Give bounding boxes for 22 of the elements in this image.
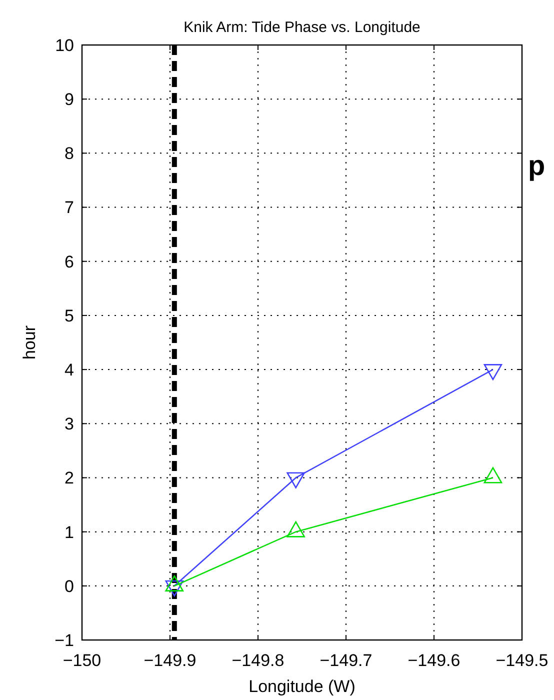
y-tick-label: 9 [64,90,74,110]
text: p [528,150,546,181]
y-tick-label: 1 [64,522,74,542]
y-tick-label: 3 [64,414,74,434]
y-tick-label: 2 [64,468,74,488]
x-tick-label: −149.7 [320,651,372,670]
y-tick-label: 8 [64,144,74,164]
x-tick-label: −149.5 [496,651,548,670]
y-tick-label: 5 [64,306,74,326]
y-tick-label: 7 [64,198,74,218]
y-tick-label: 10 [55,36,74,55]
x-tick-label: −149.6 [408,651,460,670]
y-tick-label: 4 [64,360,74,380]
x-tick-label: −149.9 [144,651,196,670]
y-axis-title: hour [20,325,39,360]
x-tick-label: −149.8 [232,651,284,670]
chart-title: Knik Arm: Tide Phase vs. Longitude [184,19,420,36]
y-tick-label: 0 [64,576,74,596]
x-axis-title: Longitude (W) [248,677,356,696]
y-tick-label: −1 [54,630,74,650]
x-tick-label: −150 [62,651,102,670]
y-tick-label: 6 [64,252,74,272]
